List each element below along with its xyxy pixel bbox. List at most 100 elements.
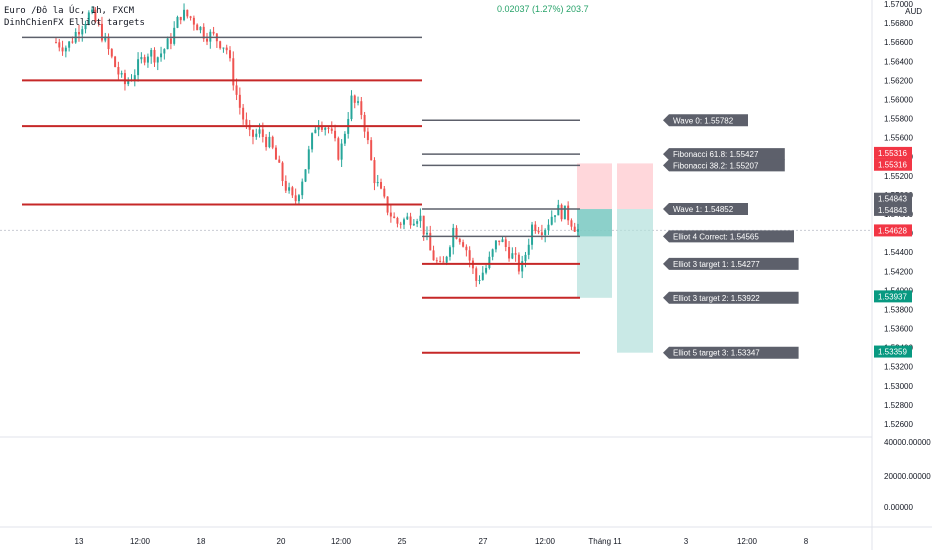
price-tag: 1.54843 xyxy=(874,203,912,216)
candle-body xyxy=(229,50,231,59)
candle-body xyxy=(291,187,294,196)
candle-body xyxy=(199,26,202,31)
candle xyxy=(353,94,356,109)
candle-body xyxy=(77,31,80,35)
candle xyxy=(255,128,258,140)
candle xyxy=(202,23,205,42)
candle xyxy=(327,126,330,134)
candle-body xyxy=(320,125,323,130)
level-label: Elliot 5 target 3: 1.53347 xyxy=(663,346,799,359)
level-label-tag xyxy=(663,159,785,172)
candle xyxy=(314,126,317,134)
time-tick: 12:00 xyxy=(331,537,352,546)
candle-body xyxy=(330,128,333,131)
candle-body xyxy=(242,107,245,120)
level-label: Elliot 3 target 2: 1.53922 xyxy=(663,291,799,304)
candle xyxy=(55,37,57,44)
entry-zone-a xyxy=(577,209,612,237)
candle-body xyxy=(245,119,248,125)
time-tick: 12:00 xyxy=(130,537,151,546)
symbol-title[interactable]: Euro /Đô la Úc, 1h, FXCM xyxy=(4,6,135,16)
candle xyxy=(475,266,478,287)
candle xyxy=(563,205,566,220)
candle xyxy=(212,26,215,36)
candle-body xyxy=(160,53,163,58)
candle-body xyxy=(274,147,277,160)
candle xyxy=(87,10,90,26)
candle xyxy=(173,21,176,46)
price-tag-text: 1.54843 xyxy=(878,195,907,204)
candle xyxy=(363,111,366,138)
candle-body xyxy=(501,239,504,242)
candle xyxy=(97,19,100,27)
candle xyxy=(376,174,379,187)
candle-body xyxy=(547,224,550,231)
time-tick: 12:00 xyxy=(737,537,758,546)
candle-body xyxy=(481,272,484,280)
candle-body xyxy=(206,38,209,42)
candle-body xyxy=(202,26,205,39)
candle-body xyxy=(432,250,435,261)
candle xyxy=(307,145,310,174)
candle xyxy=(448,245,451,261)
candle-body xyxy=(412,223,415,226)
candle-body xyxy=(248,124,251,130)
candle-body xyxy=(360,101,363,115)
level-label-tag xyxy=(663,148,785,161)
time-axis[interactable]: 13 12:00 18 20 12:00 25 27 12:00 Tháng 11 3 12:00 8 xyxy=(75,537,809,546)
candle-body xyxy=(271,136,274,148)
indicator-title[interactable]: DinhChienFX Elliot targets xyxy=(4,18,145,28)
candle xyxy=(163,48,166,60)
candle xyxy=(383,186,386,199)
candle-body xyxy=(544,230,547,236)
candle xyxy=(429,225,432,251)
candle-body xyxy=(265,136,268,148)
candle-body xyxy=(478,279,481,281)
candle xyxy=(409,212,412,229)
price-tick: 1.56000 xyxy=(884,95,913,104)
candle xyxy=(330,121,333,134)
candle xyxy=(573,222,576,232)
price-tag-bg xyxy=(874,345,912,358)
candle-body xyxy=(554,215,557,217)
candle xyxy=(403,217,405,230)
candle xyxy=(301,178,304,200)
level-lines xyxy=(22,36,580,354)
candle-body xyxy=(567,205,570,221)
candle-body xyxy=(337,138,340,160)
buy-zone-b xyxy=(617,209,653,353)
candle xyxy=(176,15,179,29)
level-label-text: Elliot 4 Correct: 1.54565 xyxy=(673,232,759,241)
candle-body xyxy=(343,133,346,144)
candle xyxy=(229,46,231,62)
candle xyxy=(209,29,212,49)
candle-body xyxy=(311,133,314,150)
candle-body xyxy=(225,47,228,51)
level-label-tag xyxy=(663,346,799,359)
candle xyxy=(127,77,130,87)
price-tick: 1.54200 xyxy=(884,267,913,276)
candle-body xyxy=(304,169,307,182)
price-tag: 1.55316 xyxy=(874,146,912,159)
candle xyxy=(360,96,363,120)
candle-body xyxy=(281,162,284,182)
candle xyxy=(508,241,511,262)
candle-body xyxy=(485,267,488,273)
candle-body xyxy=(488,256,491,268)
candle xyxy=(140,52,143,64)
candle-body xyxy=(71,41,74,43)
candle xyxy=(238,87,241,115)
candle xyxy=(225,44,228,55)
candle-body xyxy=(284,181,287,191)
candle-body xyxy=(219,41,222,49)
candle-body xyxy=(301,181,304,196)
candle-body xyxy=(557,204,560,216)
candle xyxy=(94,7,97,24)
candle-body xyxy=(97,21,100,24)
price-tick: 1.55200 xyxy=(884,172,913,181)
price-tick: 1.54400 xyxy=(884,248,913,257)
candle xyxy=(274,145,277,160)
candle-body xyxy=(61,47,64,52)
price-tick: 1.56200 xyxy=(884,76,913,85)
